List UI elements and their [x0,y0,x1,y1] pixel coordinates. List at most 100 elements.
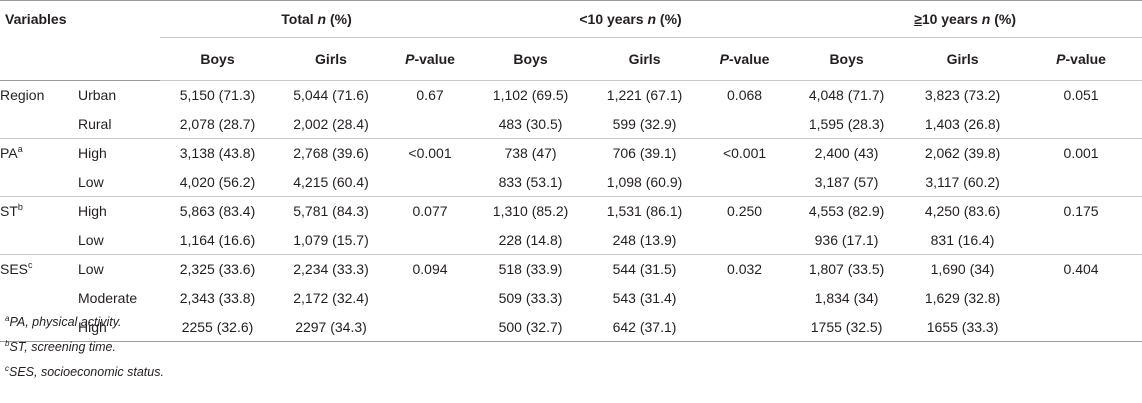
table-row: PAa High 3,138 (43.8) 2,768 (39.6) <0.001 738… [0,138,1142,168]
cell-count: 1,164 (16.6) [179,231,256,248]
cell-count: 1,690 (34) [905,254,1021,284]
cell-count: 2,768 (39.6) [275,138,387,168]
cell-p-value: 0.077 [387,196,474,226]
row-category: High [78,138,160,168]
cell-count: 738 (47) [473,138,589,168]
cell-count: 5,044 (71.6) [275,80,387,110]
cell-p-value [387,168,473,197]
cell-count: 2,002 (28.4) [293,115,369,132]
cell-count: 2,343 (33.8) [179,290,256,306]
cell-count: 2,078 (28.7) [179,115,256,132]
header-group-10-plus: ≥10 years n (%) [788,0,1142,38]
table-row: Low 4,020 (56.2) 4,215 (60.4) 833 (53.1) 1,0… [0,168,1142,197]
row-variable: SESc [0,254,78,284]
cell-p-value: <0.001 [701,138,789,168]
table-row: Low 1,164 (16.6) 1,079 (15.7) 228 (14.8) 248… [0,226,1142,255]
cell-count: 2,062 (39.8) [905,138,1021,168]
cell-count: 2255 (32.6) [160,312,275,342]
cell-count: 936 (17.1) [814,231,879,248]
cell-p-value: 0.068 [701,80,789,110]
header-row-subcolumns: Boys Girls P-value Boys Girls P-value Bo… [0,37,1142,81]
header-girls: Girls [275,37,387,81]
table-row: Rural 2,078 (28.7) 2,002 (28.4) 483 (30.5) 5… [0,110,1142,139]
cell-count: 4,020 (56.2) [179,173,256,190]
cell-count: 4,553 (82.9) [788,196,906,226]
header-boys: Boys [473,37,589,81]
cell-count: 4,250 (83.6) [905,196,1021,226]
cell-p-value [701,226,788,255]
cell-count: 2,172 (32.4) [293,290,369,306]
cell-count: 3,823 (73.2) [905,80,1021,110]
cell-count: 1,531 (86.1) [588,196,702,226]
cell-count: 2,400 (43) [788,138,906,168]
cell-p-value: <0.001 [387,138,474,168]
row-variable: PAa [0,138,78,168]
row-category: Moderate [78,290,138,306]
row-category: High [78,312,160,342]
cell-count: 1755 (32.5) [788,312,906,342]
cell-p-value [1020,226,1142,255]
cell-count: 1,102 (69.5) [473,80,589,110]
cell-count: 1,629 (32.8) [924,290,1001,306]
cell-count: 248 (13.9) [612,231,677,248]
cell-count: 228 (14.8) [498,231,563,248]
row-category: Urban [78,80,160,110]
table-row: STb High 5,863 (83.4) 5,781 (84.3) 0.077 1,31… [0,196,1142,226]
footnote: cSES, socioeconomic status. [5,364,164,380]
row-category: Low [78,254,160,284]
header-girls: Girls [588,37,702,81]
cell-p-value: 0.175 [1020,196,1142,226]
header-group-total: Total n (%) [160,0,474,38]
cell-p-value [701,110,788,139]
table-row: SESc Low 2,325 (33.6) 2,234 (33.3) 0.094 518 … [0,254,1142,284]
cell-p-value: 0.032 [701,254,789,284]
cell-count: 642 (37.1) [588,312,702,342]
cell-count: 1,807 (33.5) [788,254,906,284]
cell-count: 706 (39.1) [588,138,702,168]
cell-p-value: 0.001 [1020,138,1142,168]
cell-count: 3,138 (43.8) [160,138,275,168]
cell-count: 3,187 (57) [814,173,879,190]
cell-count: 2297 (34.3) [275,312,387,342]
header-p-value: P-value [1020,37,1142,81]
cell-count: 2,234 (33.3) [275,254,387,284]
footnote: aPA, physical activity. [5,314,122,330]
cell-p-value [1020,284,1142,313]
cell-count: 599 (32.9) [612,115,677,132]
header-boys: Boys [788,37,906,81]
row-category: Low [78,231,104,248]
cell-p-value [701,312,789,342]
cell-count: 1,098 (60.9) [606,173,683,190]
cell-count: 1,310 (85.2) [473,196,589,226]
cell-p-value: 0.094 [387,254,474,284]
footnote: bST, screening time. [5,339,116,355]
table-body: Region Urban 5,150 (71.3) 5,044 (71.6) 0.67 1… [0,80,1142,342]
table-row: Moderate 2,343 (33.8) 2,172 (32.4) 509 (33.… [0,284,1142,313]
cell-p-value [1020,312,1142,342]
row-variable [0,226,78,255]
header-group-under-10: <10 years n (%) [473,0,789,38]
cell-p-value: 0.051 [1020,80,1142,110]
cell-count: 1,834 (34) [814,290,879,306]
cell-count: 1,221 (67.1) [588,80,702,110]
cell-count: 1,403 (26.8) [924,115,1001,132]
cell-count: 543 (31.4) [612,290,677,306]
cell-p-value: 0.250 [701,196,789,226]
cell-count: 5,781 (84.3) [275,196,387,226]
cell-p-value [387,312,474,342]
row-variable [0,312,78,342]
header-variables: Variables [0,0,160,38]
row-variable [0,284,78,313]
cell-count: 544 (31.5) [588,254,702,284]
cell-count: 1,079 (15.7) [293,231,369,248]
header-girls: Girls [905,37,1021,81]
cell-count: 2,325 (33.6) [160,254,275,284]
cell-count: 833 (53.1) [498,173,563,190]
cell-count: 518 (33.9) [473,254,589,284]
header-p-value: P-value [387,37,474,81]
cell-count: 1,595 (28.3) [808,115,885,132]
row-variable [0,110,78,139]
cell-count: 5,863 (83.4) [160,196,275,226]
cell-count: 4,048 (71.7) [788,80,906,110]
